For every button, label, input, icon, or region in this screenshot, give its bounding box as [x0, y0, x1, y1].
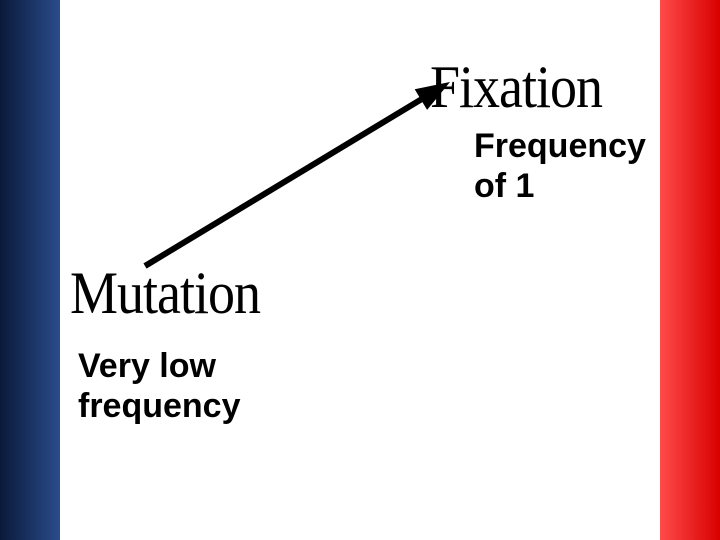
frequency-caption-line2: of 1 — [474, 166, 646, 206]
fixation-label: Fixation — [430, 52, 602, 121]
frequency-caption: Frequency of 1 — [474, 126, 646, 206]
arrow-shaft — [145, 95, 428, 266]
slide-frame: Fixation Mutation Frequency of 1 Very lo… — [0, 0, 720, 540]
frequency-caption-value: 1 — [516, 167, 535, 205]
right-gradient-band — [660, 0, 720, 540]
mutation-label: Mutation — [70, 258, 260, 327]
left-gradient-band — [0, 0, 60, 540]
verylow-line1: Very low — [78, 346, 241, 386]
frequency-caption-line2-prefix: of — [474, 167, 516, 205]
frequency-caption-line1: Frequency — [474, 126, 646, 166]
content-area: Fixation Mutation Frequency of 1 Very lo… — [60, 0, 660, 540]
verylow-line2: frequency — [78, 386, 241, 426]
very-low-frequency-caption: Very low frequency — [78, 346, 241, 426]
